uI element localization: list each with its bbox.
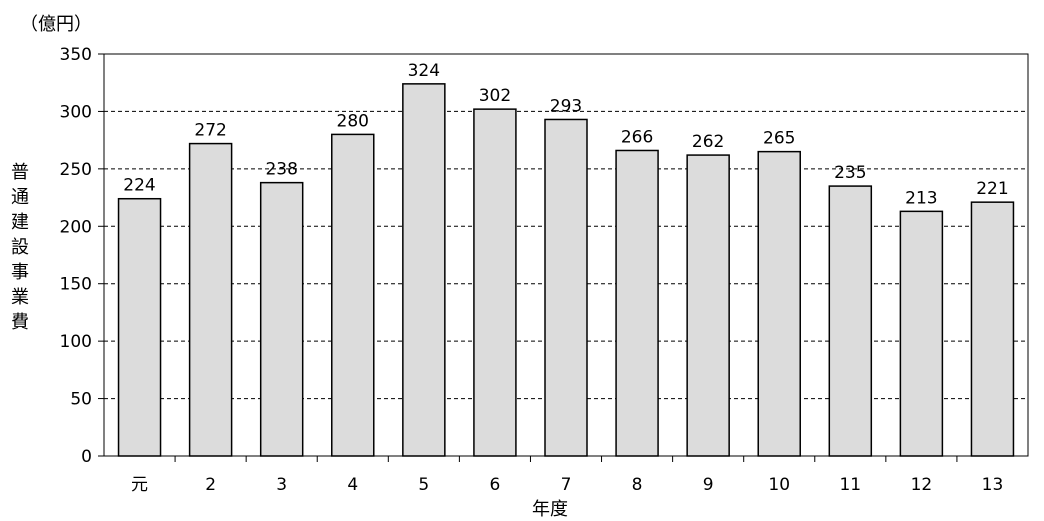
x-tick-label: 2	[205, 475, 216, 495]
x-tick-label: 3	[276, 475, 287, 495]
data-label: 213	[905, 188, 937, 208]
y-axis-label-char: 建	[11, 212, 29, 233]
bar	[544, 118, 588, 457]
y-tick-label: 200	[60, 217, 92, 237]
bar	[970, 201, 1015, 457]
bar	[615, 149, 659, 457]
data-label: 265	[763, 129, 795, 149]
data-label: 302	[479, 86, 511, 106]
axes	[98, 53, 1029, 462]
x-tick-label: 9	[703, 475, 714, 495]
bar	[757, 150, 801, 457]
y-tick-label: 300	[60, 102, 92, 122]
y-axis-label-char: 普	[11, 162, 29, 183]
data-label: 224	[123, 176, 155, 196]
data-label: 280	[337, 111, 369, 131]
bar	[899, 210, 944, 457]
bar	[686, 154, 730, 457]
bar	[188, 142, 233, 457]
x-tick-label: 7	[561, 475, 572, 495]
x-tick-label: 5	[418, 475, 429, 495]
y-tick-label: 250	[60, 160, 92, 180]
y-tick-label: 100	[60, 332, 92, 352]
y-tick-label: 0	[81, 447, 92, 467]
x-axis-label: 年度	[532, 499, 568, 520]
x-tick-labels: 元 2 3 4 5 6 7 8 9 10 11 12 13	[131, 475, 1003, 495]
x-tick-label: 8	[632, 475, 643, 495]
bars	[117, 83, 1015, 457]
y-unit-label: （億円）	[20, 14, 92, 35]
x-tick-label: 4	[347, 475, 358, 495]
data-label: 293	[550, 96, 582, 116]
bar	[473, 108, 517, 457]
y-axis-label: 普通建設事業費	[9, 160, 31, 335]
y-axis-label-char: 通	[11, 187, 29, 208]
bar	[402, 83, 446, 457]
x-tick-label: 6	[490, 475, 501, 495]
plot-frame	[103, 53, 1029, 457]
y-tick-label: 50	[70, 390, 92, 410]
x-tick-label: 12	[911, 475, 933, 495]
x-tick-label: 11	[839, 475, 861, 495]
data-label: 235	[834, 163, 866, 183]
y-tick-labels: 0 50 100 150 200 250 300 350	[60, 45, 92, 467]
y-axis-label-char: 費	[11, 312, 29, 333]
y-axis-label-char: 設	[11, 237, 29, 258]
bar	[828, 185, 873, 457]
data-label: 272	[194, 121, 226, 141]
bar	[259, 181, 304, 457]
bar	[117, 197, 162, 457]
bar	[331, 133, 375, 457]
x-tick-label: 元	[131, 475, 148, 495]
x-tick-label: 13	[982, 475, 1004, 495]
y-tick-label: 350	[60, 45, 92, 65]
data-label: 266	[621, 127, 653, 147]
y-axis-label-char: 業	[11, 287, 29, 308]
data-label: 221	[976, 179, 1008, 199]
data-label: 262	[692, 132, 724, 152]
y-axis-label-char: 事	[11, 262, 29, 283]
data-label: 324	[408, 61, 440, 81]
data-labels: 224 272 238 280 324 302 293 266 262 265 235 213 221	[123, 61, 1008, 208]
x-tick-label: 10	[768, 475, 790, 495]
y-tick-label: 150	[60, 275, 92, 295]
data-label: 238	[265, 160, 297, 180]
